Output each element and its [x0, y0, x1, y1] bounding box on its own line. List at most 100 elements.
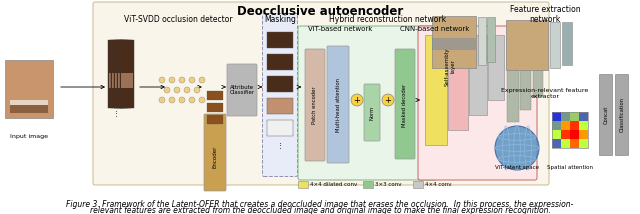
Bar	[432, 16, 476, 68]
Circle shape	[495, 126, 539, 170]
Circle shape	[164, 87, 170, 93]
FancyBboxPatch shape	[395, 49, 415, 159]
Bar	[121, 73, 133, 88]
Text: ViT-based network: ViT-based network	[308, 26, 372, 32]
Bar	[117, 40, 131, 108]
Text: relevant features are extracted from the deoccluded image and original image to : relevant features are extracted from the…	[90, 206, 550, 214]
Bar	[487, 17, 495, 62]
Bar	[570, 139, 579, 148]
FancyBboxPatch shape	[204, 114, 226, 191]
Bar	[552, 112, 588, 148]
Text: Hybrid reconstruction network: Hybrid reconstruction network	[330, 15, 447, 24]
Bar	[552, 112, 561, 121]
Text: Spatial attention: Spatial attention	[547, 165, 593, 170]
Bar	[552, 139, 561, 148]
Text: +: +	[353, 95, 360, 104]
FancyBboxPatch shape	[418, 26, 537, 180]
Bar	[5, 60, 53, 118]
Circle shape	[199, 97, 205, 103]
Bar	[579, 139, 588, 148]
Circle shape	[194, 87, 200, 93]
Circle shape	[382, 94, 394, 106]
Text: Patch encoder: Patch encoder	[312, 86, 317, 124]
Bar	[267, 98, 293, 114]
Text: 4×4 conv: 4×4 conv	[425, 182, 451, 187]
Text: Masking: Masking	[264, 15, 296, 24]
Bar	[533, 32, 543, 97]
Text: 4×4 dilated conv: 4×4 dilated conv	[310, 182, 357, 187]
Circle shape	[159, 97, 165, 103]
Bar	[112, 73, 124, 88]
Text: CNN-based network: CNN-based network	[400, 26, 470, 32]
Text: Attribute
Classifier: Attribute Classifier	[229, 85, 255, 95]
Bar	[448, 35, 468, 130]
Text: Encoder: Encoder	[212, 146, 218, 168]
Text: +: +	[385, 95, 392, 104]
Bar	[267, 76, 293, 92]
Bar	[507, 32, 519, 122]
Bar	[562, 22, 572, 65]
Text: Self-assembly
layer: Self-assembly layer	[445, 47, 456, 86]
Bar	[10, 100, 48, 105]
Bar	[561, 139, 570, 148]
Bar	[520, 32, 531, 110]
Text: 3×3 conv: 3×3 conv	[375, 182, 401, 187]
Text: Deocclusive autoencoder: Deocclusive autoencoder	[237, 5, 403, 18]
Bar	[267, 54, 293, 70]
FancyBboxPatch shape	[298, 26, 437, 180]
Circle shape	[169, 77, 175, 83]
Text: Input image: Input image	[10, 134, 48, 139]
Bar	[552, 121, 561, 130]
FancyBboxPatch shape	[262, 13, 298, 177]
Bar	[108, 40, 122, 108]
Text: Expression-relevant feature
extractor: Expression-relevant feature extractor	[501, 88, 589, 99]
Bar	[561, 130, 570, 139]
Bar	[561, 112, 570, 121]
Text: Classification: Classification	[620, 98, 625, 132]
Bar	[488, 35, 504, 100]
Bar	[506, 20, 548, 70]
Text: Concat: Concat	[604, 106, 609, 124]
Circle shape	[184, 87, 190, 93]
Bar	[298, 181, 308, 188]
Bar	[115, 73, 127, 88]
FancyBboxPatch shape	[600, 74, 612, 156]
Circle shape	[179, 97, 185, 103]
Circle shape	[174, 87, 180, 93]
Text: Feature extraction
network: Feature extraction network	[509, 5, 580, 24]
Bar	[552, 130, 561, 139]
Circle shape	[199, 77, 205, 83]
FancyBboxPatch shape	[93, 2, 549, 185]
Bar	[570, 112, 579, 121]
Bar	[570, 130, 579, 139]
Bar	[579, 130, 588, 139]
Bar	[114, 40, 128, 108]
Text: ViT-latent space: ViT-latent space	[495, 165, 539, 170]
Text: Figure 3. Framework of the Latent-OFER that creates a deoccluded image that eras: Figure 3. Framework of the Latent-OFER t…	[67, 200, 573, 209]
Bar	[570, 121, 579, 130]
Text: ⋮: ⋮	[113, 110, 120, 116]
Bar	[561, 121, 570, 130]
FancyBboxPatch shape	[305, 49, 325, 161]
Text: ⋮: ⋮	[276, 142, 284, 148]
Bar	[579, 121, 588, 130]
Bar	[413, 181, 423, 188]
Bar	[111, 40, 125, 108]
Bar	[425, 35, 447, 145]
Bar	[207, 91, 223, 100]
Bar	[550, 22, 560, 68]
Bar	[579, 112, 588, 121]
FancyBboxPatch shape	[616, 74, 628, 156]
Circle shape	[159, 77, 165, 83]
Text: Norm: Norm	[369, 106, 374, 120]
Circle shape	[189, 97, 195, 103]
Bar	[363, 181, 373, 188]
Text: Multi-head attention: Multi-head attention	[335, 78, 340, 132]
Bar	[469, 35, 487, 115]
Circle shape	[189, 77, 195, 83]
Bar	[10, 105, 48, 113]
FancyBboxPatch shape	[364, 84, 380, 141]
Bar	[432, 38, 476, 50]
Bar	[118, 73, 130, 88]
Bar	[120, 40, 134, 108]
